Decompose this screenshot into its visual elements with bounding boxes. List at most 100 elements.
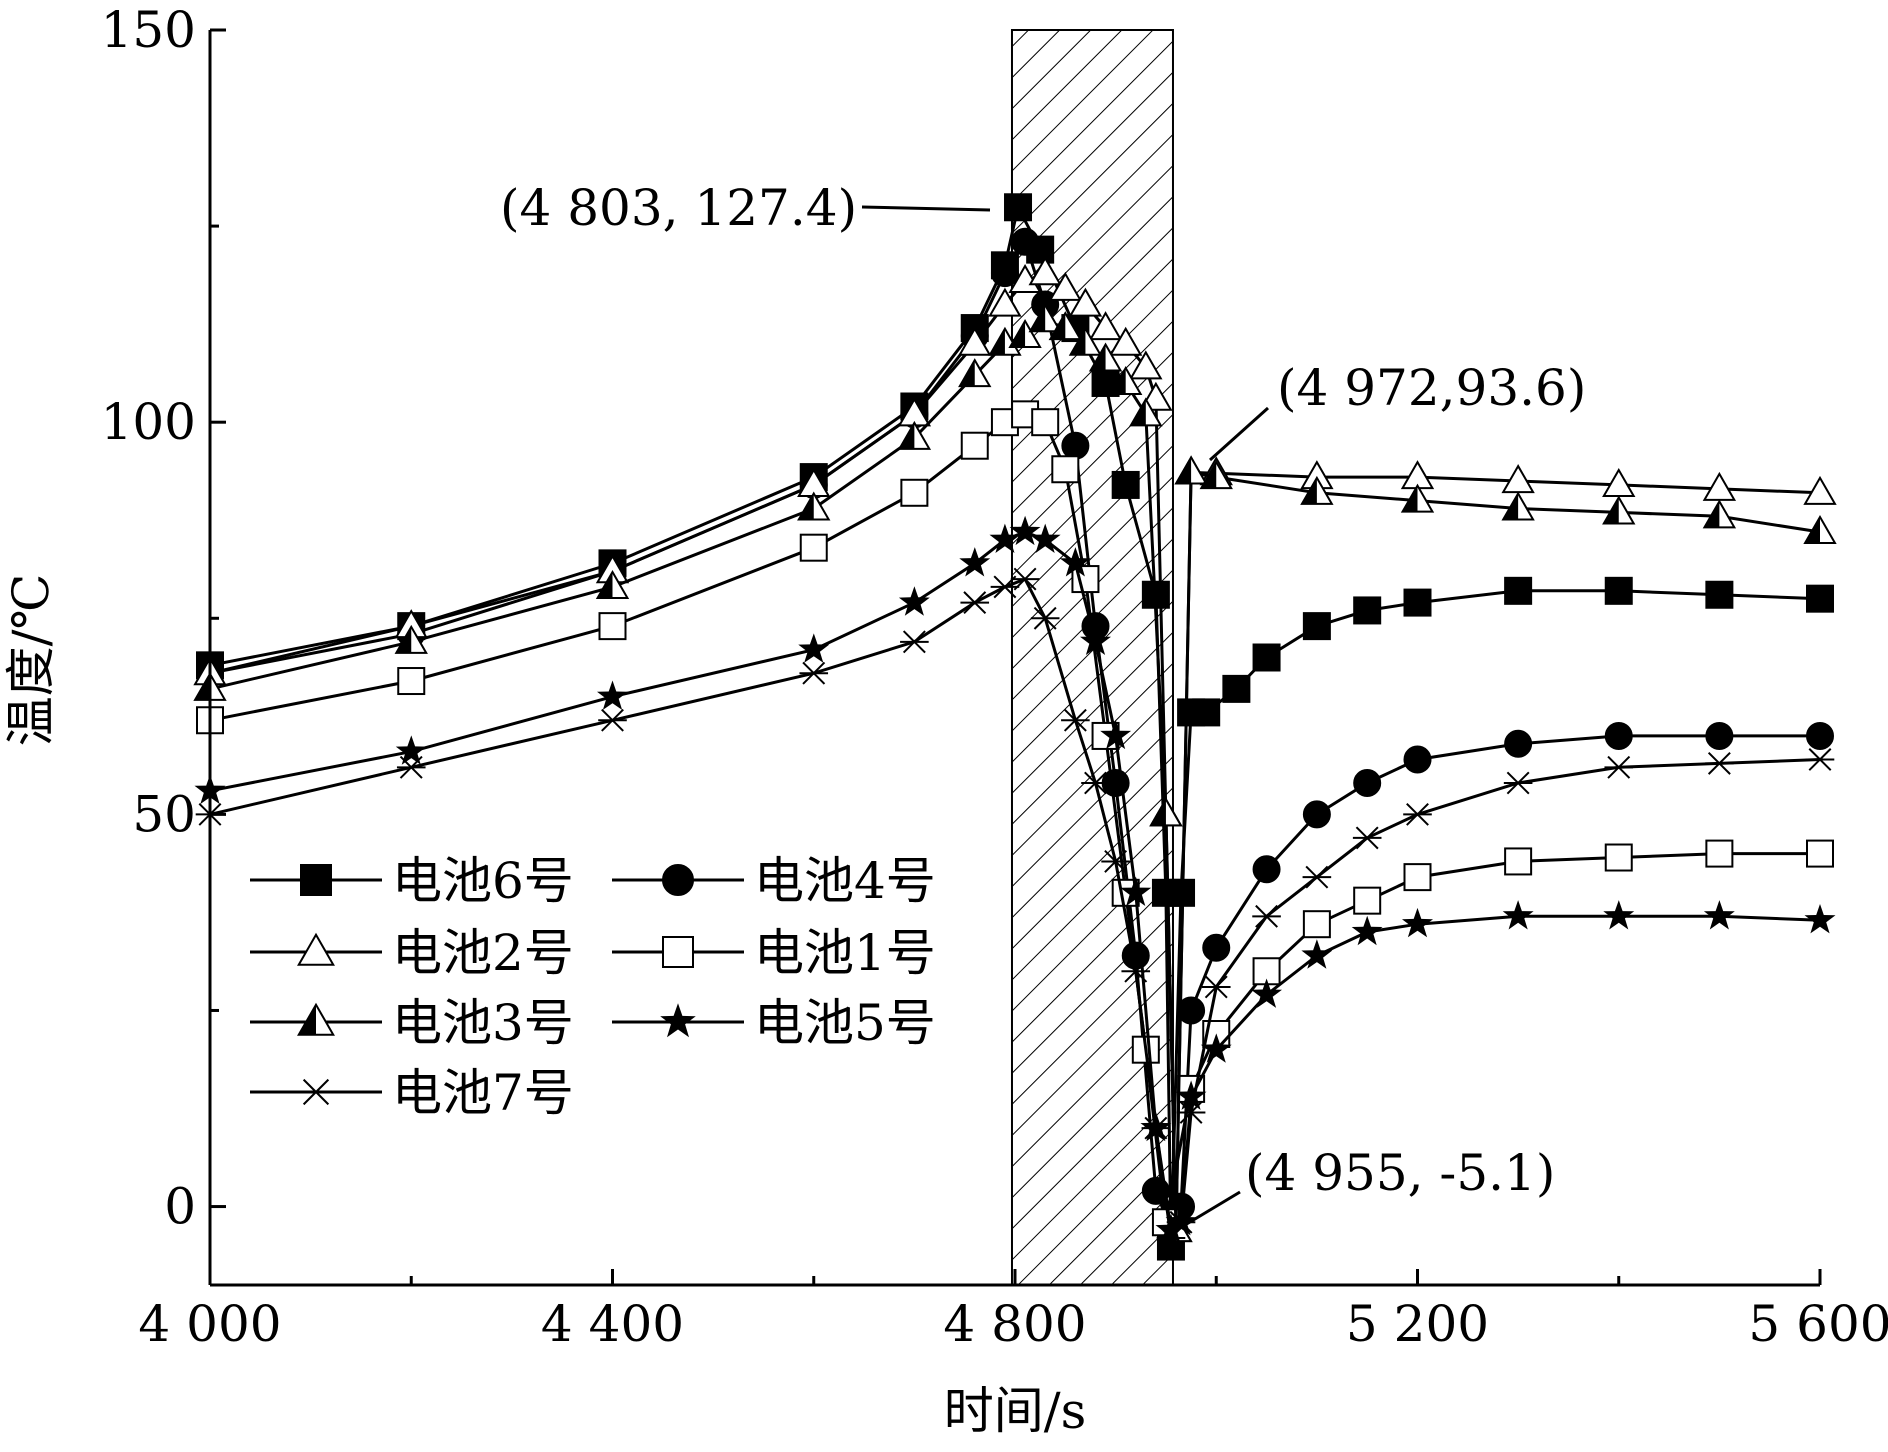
marker-circle-filled [1403, 745, 1432, 774]
marker-square-filled [1252, 643, 1281, 672]
annotation-leader [861, 205, 991, 212]
marker-stroke [902, 630, 926, 654]
marker-circle-filled [1252, 855, 1281, 884]
marker-asterisk [960, 591, 990, 615]
marker-stroke [1355, 826, 1379, 850]
marker-asterisk [1503, 771, 1533, 795]
legend-label: 电池5号 [754, 994, 936, 1052]
marker-triangle-open [1702, 471, 1737, 501]
marker-star-filled [1100, 719, 1132, 750]
marker-stroke [1033, 606, 1057, 630]
marker-stroke [802, 661, 826, 685]
marker-triangle-half [797, 491, 831, 521]
marker-star-filled [1059, 547, 1091, 577]
marker-star-filled [1402, 907, 1433, 938]
marker-star-filled [660, 1003, 696, 1038]
marker-asterisk [799, 661, 829, 685]
marker-triangle-fill [1070, 328, 1086, 355]
marker-square-filled [1504, 576, 1533, 605]
marker-star-filled [1200, 1033, 1232, 1063]
marker-star-filled [1703, 900, 1735, 930]
marker-square-open [1051, 455, 1080, 484]
marker-stroke [963, 591, 987, 615]
series-layer [193, 193, 1837, 1261]
marker-triangle-half [1803, 515, 1837, 545]
marker-triangle-half [897, 420, 932, 450]
marker-square-filled [1167, 878, 1196, 907]
y-tick-label: 100 [101, 393, 196, 451]
legend-item: 电池2号 [250, 924, 574, 982]
marker-square-filled [1806, 584, 1834, 613]
x-axis-title: 时间/s [944, 1382, 1087, 1440]
marker-square-filled [1111, 470, 1140, 499]
marker-triangle-half [1068, 326, 1103, 356]
marker-asterisk [1252, 904, 1281, 928]
marker-star-filled [1009, 515, 1041, 546]
marker-square-open [1353, 886, 1382, 915]
marker-asterisk [1141, 1116, 1171, 1140]
marker-triangle-open [1129, 350, 1163, 380]
marker-triangle-fill [989, 328, 1005, 355]
marker-circle-filled [1177, 996, 1206, 1025]
marker-square-open [1302, 910, 1331, 939]
marker-triangle-half [1088, 342, 1123, 372]
annotation-label: (4 803, 127.4) [500, 179, 857, 237]
marker-stroke [1169, 1210, 1193, 1234]
marker-triangle-half [1602, 495, 1636, 525]
marker-star-filled [989, 523, 1021, 553]
marker-triangle-open [1028, 256, 1062, 286]
marker-triangle-fill [396, 626, 412, 653]
marker-triangle-fill [1030, 305, 1046, 332]
marker-triangle-open [988, 287, 1022, 317]
marker-star-filled [1603, 900, 1635, 930]
series-4 [196, 400, 1834, 1237]
marker-square-open [1806, 839, 1834, 868]
x-tick-label: 5 600 [1748, 1295, 1888, 1353]
marker-asterisk [1705, 751, 1734, 775]
marker-square-open [598, 612, 627, 641]
marker-triangle-fill [1603, 497, 1619, 524]
marker-asterisk [1805, 748, 1835, 771]
marker-triangle-open [1068, 287, 1103, 317]
marker-square-open [662, 936, 694, 968]
marker-star-filled [1804, 904, 1836, 934]
legend-item: 电池1号 [612, 924, 936, 982]
marker-circle-filled [1011, 227, 1040, 256]
marker-triangle-fill [1110, 368, 1126, 395]
marker-triangle-half [1028, 303, 1062, 333]
marker-triangle-fill [1201, 462, 1217, 489]
marker-stroke [1124, 959, 1148, 983]
legend-label: 电池7号 [392, 1064, 574, 1122]
x-tick-label: 4 400 [541, 1295, 684, 1353]
marker-triangle-half [297, 1002, 335, 1036]
annotation-layer: (4 803, 127.4) (4 972,93.6) (4 955, -5.1) [500, 179, 1586, 1227]
marker-asterisk [1061, 708, 1090, 732]
marker-stroke [1084, 771, 1107, 795]
series-7 [195, 567, 1835, 1250]
marker-triangle-half [1109, 366, 1143, 396]
annotation-label: (4 955, -5.1) [1245, 1144, 1555, 1202]
marker-stroke [1255, 904, 1278, 928]
marker-triangle-half [1174, 455, 1208, 485]
marker-triangle-half [1048, 311, 1082, 341]
marker-star-filled [597, 680, 628, 710]
marker-triangle-fill [1503, 493, 1519, 520]
legend-item: 电池7号 [250, 1064, 574, 1122]
marker-square-open [1705, 839, 1734, 868]
marker-triangle-half [1702, 499, 1737, 529]
marker-star-filled [1120, 876, 1152, 906]
marker-stroke [1179, 1101, 1203, 1124]
marker-triangle-fill [1090, 344, 1106, 371]
marker-square-filled [1353, 596, 1382, 625]
marker-star-filled [1029, 523, 1061, 553]
marker-triangle-fill [1010, 320, 1026, 347]
series-line [209, 577, 1821, 1243]
marker-triangle-open [1501, 464, 1535, 494]
marker-triangle-half [1300, 475, 1334, 505]
marker-asterisk [1101, 850, 1130, 873]
marker-asterisk [1604, 755, 1634, 779]
marker-asterisk [1030, 606, 1060, 630]
marker-square-filled [1705, 580, 1734, 609]
